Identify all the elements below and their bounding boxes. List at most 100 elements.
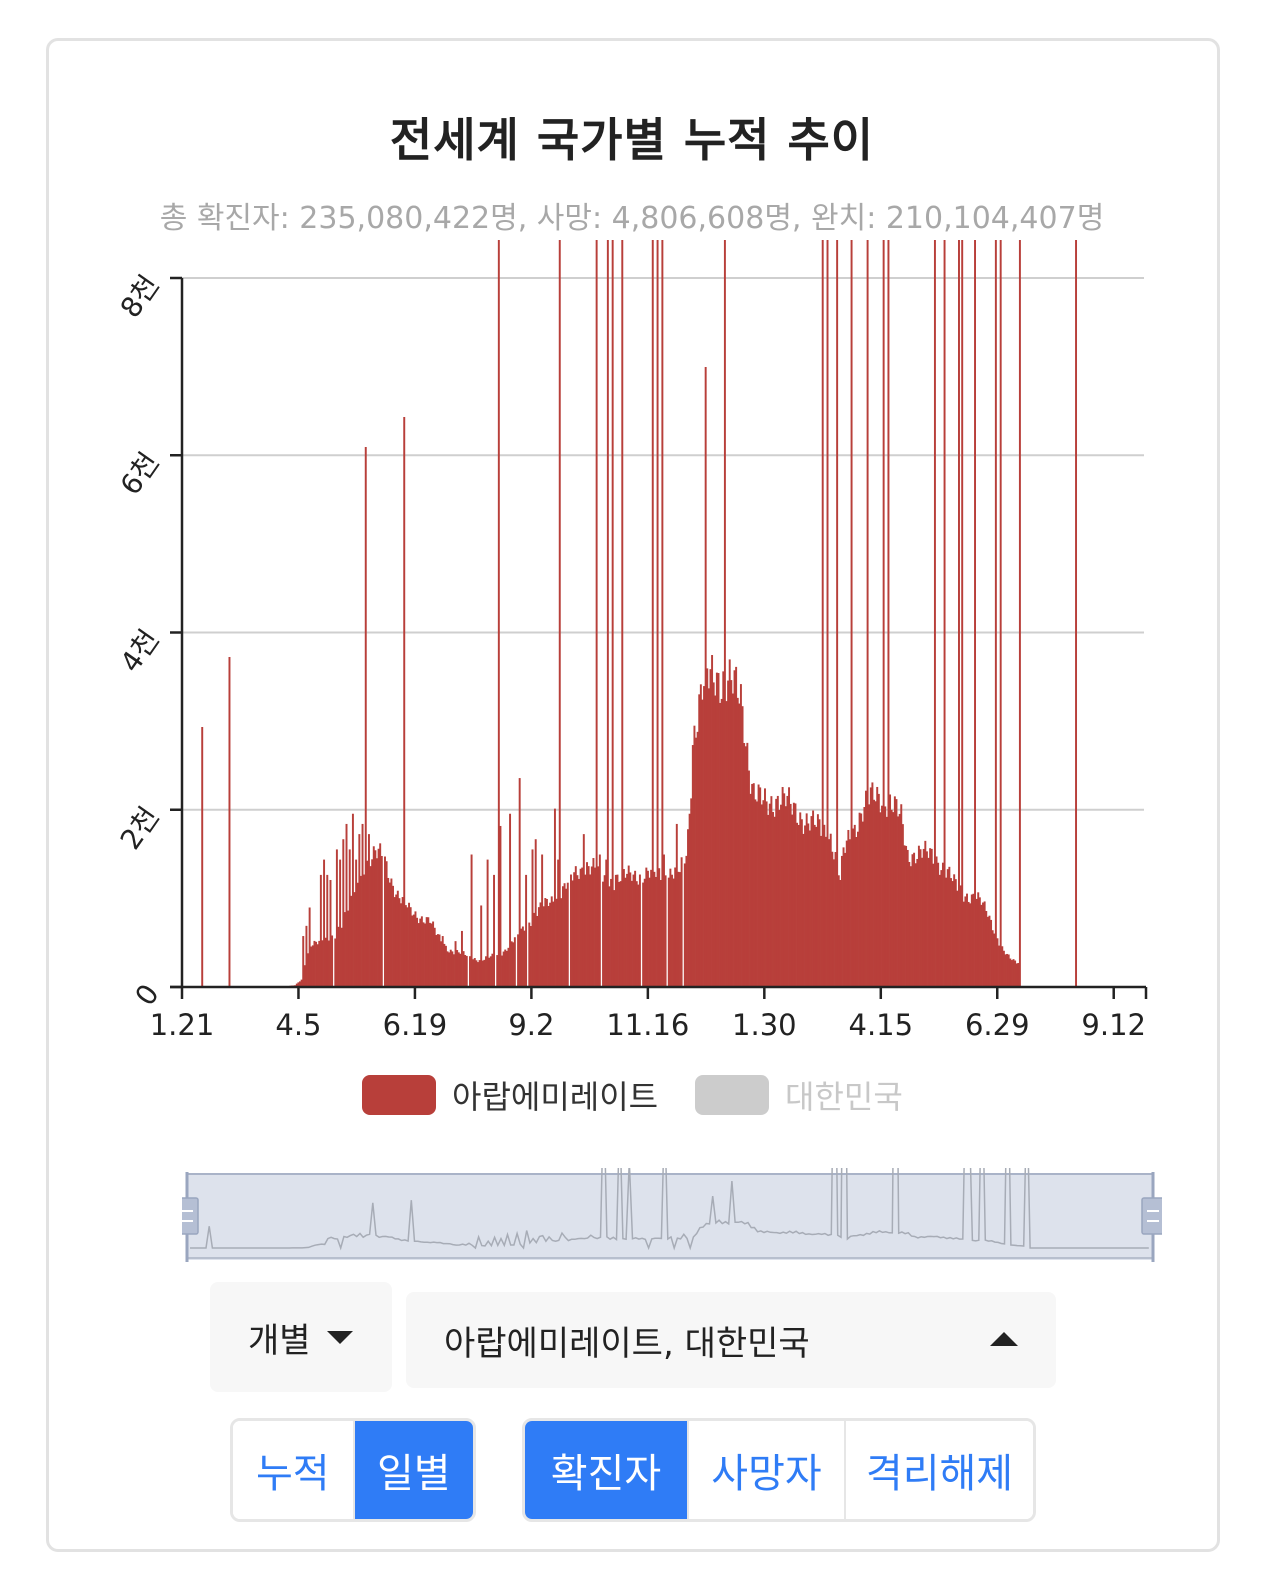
bar[interactable] [829, 833, 832, 987]
bar[interactable] [677, 871, 680, 987]
bar[interactable] [343, 912, 346, 987]
bar[interactable] [587, 866, 590, 987]
bar[interactable] [913, 852, 916, 987]
bar[interactable] [921, 857, 924, 987]
bar[interactable] [393, 897, 396, 987]
bar[interactable] [773, 816, 776, 987]
bar[interactable] [590, 866, 593, 987]
legend-item-korea[interactable]: 대한민국 [695, 1072, 903, 1118]
bar[interactable] [836, 240, 839, 987]
bar[interactable] [395, 894, 398, 987]
bar[interactable] [755, 801, 758, 987]
bar[interactable] [642, 882, 645, 987]
bar[interactable] [908, 861, 911, 987]
bar[interactable] [900, 804, 903, 987]
bar[interactable] [384, 856, 386, 988]
bar[interactable] [504, 949, 507, 987]
bar[interactable] [570, 874, 572, 987]
bar[interactable] [363, 874, 366, 987]
bar[interactable] [452, 954, 455, 987]
bar[interactable] [954, 879, 957, 987]
bar[interactable] [914, 863, 917, 987]
bar[interactable] [576, 875, 579, 987]
bar[interactable] [440, 941, 443, 987]
bar[interactable] [619, 881, 622, 987]
metric-recovered-button[interactable]: 격리해제 [844, 1421, 1033, 1519]
bar[interactable] [743, 743, 746, 987]
bar[interactable] [852, 828, 855, 987]
bar[interactable] [951, 881, 954, 987]
bar[interactable] [905, 845, 908, 987]
bar[interactable] [392, 885, 394, 987]
bar[interactable] [659, 879, 662, 987]
bar[interactable] [465, 955, 468, 987]
bar[interactable] [595, 240, 598, 987]
bar[interactable] [889, 794, 892, 987]
navigator-right-handle[interactable] [1141, 1197, 1162, 1235]
bar[interactable] [962, 901, 965, 987]
bar[interactable] [925, 851, 928, 987]
bar[interactable] [698, 694, 701, 987]
bar[interactable] [613, 890, 616, 987]
bar[interactable] [539, 902, 542, 987]
bar[interactable] [510, 941, 513, 987]
bar[interactable] [584, 874, 587, 987]
bar[interactable] [436, 934, 439, 987]
bar[interactable] [735, 666, 738, 987]
bar[interactable] [502, 951, 505, 987]
bar[interactable] [938, 874, 941, 987]
bar[interactable] [869, 787, 872, 987]
bar[interactable] [376, 858, 378, 987]
bar[interactable] [335, 849, 338, 987]
bar[interactable] [323, 859, 326, 987]
bar[interactable] [550, 896, 553, 987]
bar[interactable] [646, 870, 649, 987]
bar[interactable] [622, 869, 625, 987]
bar[interactable] [448, 952, 451, 987]
bar[interactable] [603, 875, 606, 987]
bar[interactable] [941, 862, 944, 987]
bar[interactable] [669, 868, 672, 987]
bar[interactable] [305, 925, 308, 987]
bar[interactable] [741, 706, 744, 987]
bar[interactable] [897, 816, 900, 987]
bar[interactable] [911, 854, 914, 987]
bar[interactable] [728, 659, 731, 987]
bar[interactable] [877, 793, 880, 987]
bar[interactable] [318, 940, 321, 987]
bar[interactable] [701, 699, 704, 987]
bar[interactable] [808, 830, 811, 987]
bar[interactable] [319, 874, 322, 987]
bar[interactable] [627, 865, 630, 987]
bar[interactable] [816, 814, 819, 987]
bar[interactable] [674, 867, 677, 988]
bar[interactable] [857, 831, 859, 987]
bar[interactable] [618, 881, 621, 987]
bar[interactable] [611, 240, 614, 987]
bar[interactable] [635, 881, 638, 987]
bar[interactable] [810, 816, 813, 987]
bar[interactable] [823, 824, 826, 987]
bar[interactable] [441, 936, 444, 987]
bar[interactable] [432, 921, 435, 987]
bar[interactable] [709, 669, 712, 987]
bar[interactable] [427, 917, 430, 987]
bar[interactable] [443, 943, 446, 987]
bar[interactable] [749, 793, 752, 987]
bar[interactable] [847, 829, 850, 987]
bar[interactable] [488, 957, 491, 987]
bar[interactable] [334, 938, 337, 987]
bar[interactable] [602, 881, 605, 987]
bar[interactable] [457, 952, 460, 987]
country-select[interactable]: 아랍에미레이트, 대한민국 [406, 1292, 1056, 1388]
bar[interactable] [988, 915, 991, 987]
bar[interactable] [967, 901, 970, 987]
bar[interactable] [980, 904, 983, 987]
bar[interactable] [959, 885, 962, 987]
bar[interactable] [879, 812, 882, 987]
bar[interactable] [815, 826, 818, 987]
bar[interactable] [416, 917, 419, 987]
bar[interactable] [630, 880, 633, 987]
bar[interactable] [725, 701, 728, 987]
bar[interactable] [775, 798, 778, 987]
